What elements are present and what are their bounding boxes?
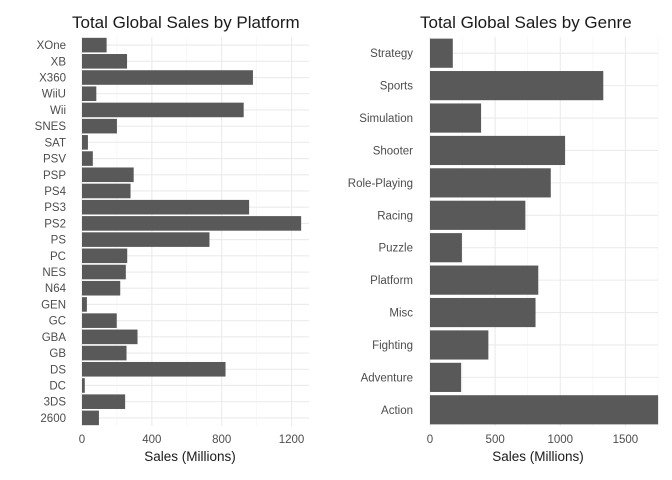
- platform-bar-n64: [82, 280, 121, 296]
- platform-bar-dc: [82, 378, 85, 393]
- platform-bar-pc: [82, 248, 128, 264]
- platform-chart: Total Global Sales by Platform 2600 3DS DC…: [35, 13, 309, 464]
- platform-category-label: PSV: [43, 154, 66, 166]
- platform-bar-snes: [82, 118, 117, 134]
- platform-bar-ds: [82, 361, 226, 377]
- platform-bar-ps3: [82, 199, 250, 215]
- platform-bar-wiiu: [82, 86, 97, 102]
- platform-bar-gc: [82, 313, 117, 328]
- platform-category-label: GBA: [42, 332, 67, 344]
- platform-bar-nes: [82, 264, 126, 280]
- platform-category-label: XB: [51, 56, 67, 68]
- platform-x-axis-title: Sales (Millions): [144, 449, 236, 464]
- genre-category-label: Misc: [389, 308, 413, 320]
- genre-x-tick-label: 1500: [613, 434, 639, 446]
- genre-x-tick-label: 0: [427, 434, 433, 446]
- platform-bar-2600: [82, 410, 99, 426]
- platform-bar-ps: [82, 232, 210, 247]
- genre-category-label: Strategy: [370, 48, 413, 60]
- platform-bar-psv: [82, 151, 93, 166]
- platform-bars: [82, 37, 302, 426]
- platform-category-label: 2600: [40, 413, 66, 425]
- platform-bar-wii: [82, 102, 244, 118]
- platform-bar-xone: [82, 37, 107, 53]
- genre-category-label: Puzzle: [378, 243, 413, 255]
- platform-category-label: PS4: [44, 186, 66, 198]
- genre-chart-title: Total Global Sales by Genre: [420, 13, 632, 32]
- platform-bar-gen: [82, 297, 87, 312]
- platform-bar-gb: [82, 345, 127, 361]
- genre-category-label: Shooter: [373, 145, 413, 157]
- genre-bar-action: [430, 395, 659, 425]
- genre-bar-puzzle: [430, 233, 462, 263]
- genre-bar-fighting: [430, 330, 489, 360]
- platform-category-label: PS3: [44, 202, 66, 214]
- platform-category-labels: 2600 3DS DC DS GB GBA GC GEN N64 NES PC PS PS2 PS3 PS4…: [35, 40, 67, 425]
- genre-category-label: Racing: [377, 210, 413, 222]
- genre-x-axis-title: Sales (Millions): [492, 449, 584, 464]
- genre-category-label: Simulation: [359, 113, 413, 125]
- genre-category-labels: Action Adventure Fighting Misc Platform Puzzl…: [348, 48, 413, 417]
- genre-bar-racing: [430, 200, 526, 230]
- platform-category-label: DS: [50, 364, 66, 376]
- platform-bar-gba: [82, 329, 138, 345]
- platform-category-label: Wii: [50, 105, 66, 117]
- platform-category-label: GC: [49, 316, 66, 328]
- genre-bars: [430, 38, 659, 425]
- genre-category-label: Action: [381, 405, 413, 417]
- platform-x-tick-label: 400: [142, 434, 161, 446]
- genre-bar-simulation: [430, 103, 482, 133]
- platform-bar-sat: [82, 135, 88, 150]
- platform-bar-ps2: [82, 216, 302, 231]
- platform-category-label: SNES: [35, 121, 67, 133]
- genre-category-label: Role-Playing: [348, 178, 413, 190]
- platform-category-label: NES: [42, 267, 66, 279]
- genre-category-label: Platform: [370, 275, 413, 287]
- genre-x-tick-labels: 0 500 1000 1500: [427, 434, 638, 446]
- genre-bar-platform: [430, 265, 539, 295]
- genre-category-label: Fighting: [372, 340, 413, 352]
- platform-category-label: 3DS: [44, 397, 67, 409]
- platform-x-tick-labels: 0 400 800 1200: [79, 434, 305, 446]
- platform-category-label: DC: [49, 380, 66, 392]
- platform-bar-xb: [82, 54, 128, 69]
- platform-category-label: X360: [39, 73, 66, 85]
- genre-bar-role-playing: [430, 168, 551, 198]
- platform-x-tick-label: 1200: [279, 434, 305, 446]
- platform-category-label: PC: [50, 251, 66, 263]
- genre-x-tick-label: 500: [486, 434, 505, 446]
- genre-bar-sports: [430, 71, 604, 101]
- genre-bar-adventure: [430, 362, 462, 392]
- platform-category-label: SAT: [44, 137, 66, 149]
- genre-bar-misc: [430, 297, 536, 328]
- platform-bar-ps4: [82, 183, 131, 199]
- platform-category-label: N64: [45, 283, 67, 295]
- platform-bar-psp: [82, 167, 134, 183]
- platform-x-tick-label: 800: [212, 434, 231, 446]
- platform-bar-3ds: [82, 394, 126, 409]
- platform-chart-title: Total Global Sales by Platform: [72, 13, 300, 32]
- genre-x-tick-label: 1000: [547, 434, 573, 446]
- genre-category-label: Sports: [380, 81, 413, 93]
- platform-bar-x360: [82, 70, 253, 85]
- platform-category-label: WiiU: [42, 89, 66, 101]
- platform-category-label: GEN: [41, 299, 66, 311]
- genre-chart: Total Global Sales by Genre Action Advent…: [348, 13, 659, 464]
- genre-bar-strategy: [430, 38, 453, 68]
- genre-category-label: Adventure: [361, 372, 413, 384]
- platform-category-label: PS2: [44, 218, 66, 230]
- platform-category-label: PS: [51, 235, 67, 247]
- platform-category-label: XOne: [37, 40, 66, 52]
- genre-bar-shooter: [430, 135, 566, 166]
- platform-x-tick-label: 0: [79, 434, 85, 446]
- platform-category-label: GB: [49, 348, 66, 360]
- platform-category-label: PSP: [43, 170, 66, 182]
